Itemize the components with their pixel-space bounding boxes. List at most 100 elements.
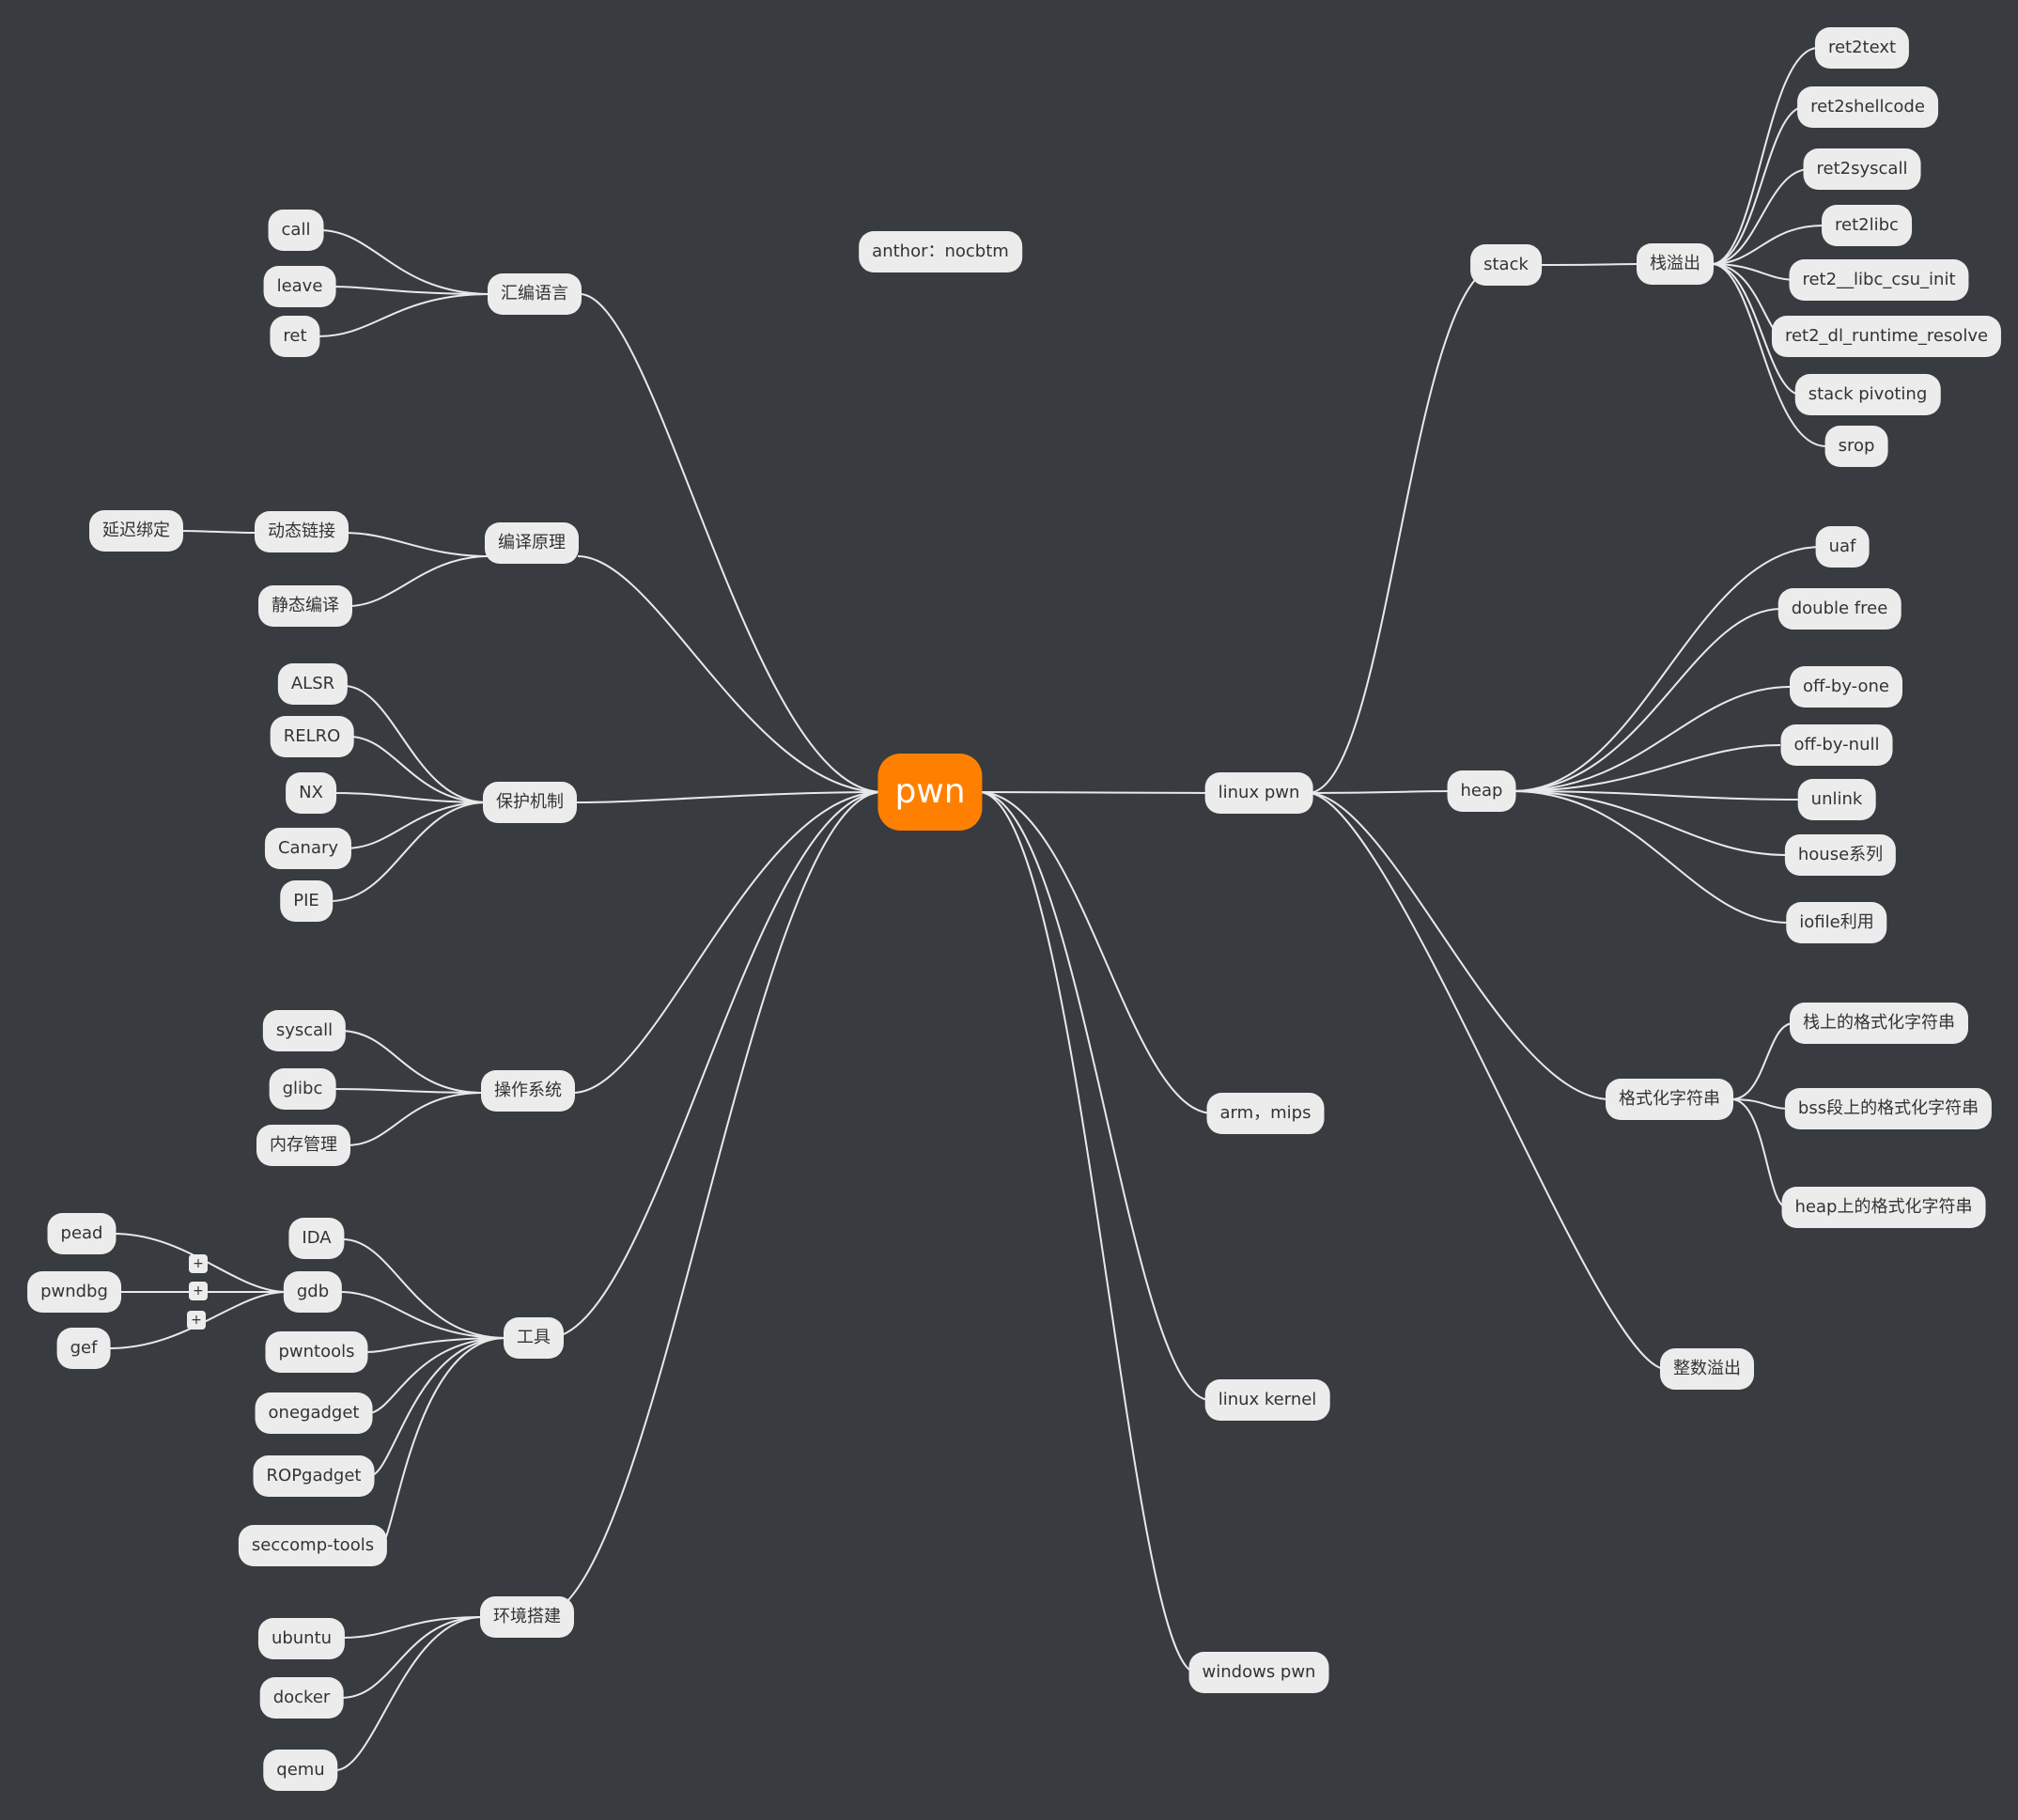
node-protect[interactable]: 保护机制 (483, 782, 577, 823)
link-linuxpwn-intoverflow (1307, 792, 1667, 1370)
node-canary[interactable]: Canary (264, 828, 352, 869)
link-root-protect (574, 791, 883, 803)
node-ret2syscall[interactable]: ret2syscall (1803, 148, 1921, 190)
node-pead[interactable]: pead (47, 1213, 116, 1254)
node-offbynull[interactable]: off-by-null (1780, 724, 1893, 766)
link-env-ubuntu (340, 1616, 483, 1639)
node-lazybind[interactable]: 延迟绑定 (89, 510, 183, 552)
link-asm-ret (318, 293, 492, 337)
node-pwndbg[interactable]: pwndbg (27, 1271, 121, 1313)
link-tools-ropgadget (368, 1337, 506, 1477)
link-tools-gdb (339, 1291, 506, 1339)
link-protect-alsr (343, 685, 488, 803)
root-node[interactable]: pwn (877, 754, 983, 831)
link-linuxpwn-stack (1307, 264, 1501, 794)
link-dynlink-lazybind (179, 530, 260, 534)
link-asm-call (318, 229, 492, 295)
node-asm[interactable]: 汇编语言 (488, 273, 582, 315)
node-syscall[interactable]: syscall (262, 1010, 347, 1051)
link-env-qemu (334, 1616, 483, 1771)
node-offbyone[interactable]: off-by-one (1790, 666, 1902, 708)
node-gef[interactable]: gef (56, 1328, 111, 1369)
node-ret2dl[interactable]: ret2_dl_runtime_resolve (1771, 316, 2002, 357)
link-heap-offbyone (1512, 686, 1791, 792)
node-house[interactable]: house系列 (1784, 834, 1897, 876)
node-qemu[interactable]: qemu (263, 1750, 338, 1791)
link-root-asm (579, 293, 883, 793)
expand-toggle-pead[interactable]: + (189, 1254, 208, 1273)
node-pivot[interactable]: stack pivoting (1794, 374, 1941, 415)
link-env-docker (340, 1616, 483, 1699)
link-root-tools (547, 791, 883, 1339)
link-heap-uaf (1512, 546, 1823, 792)
link-protect-canary (344, 801, 488, 849)
node-os[interactable]: 操作系统 (481, 1070, 575, 1112)
node-pie[interactable]: PIE (280, 880, 333, 922)
node-env[interactable]: 环境搭建 (480, 1596, 574, 1638)
link-so-srop (1711, 263, 1827, 447)
node-windows[interactable]: windows pwn (1188, 1652, 1329, 1693)
node-dynlink[interactable]: 动态链接 (255, 511, 349, 552)
node-ret2shellcode[interactable]: ret2shellcode (1797, 86, 1938, 128)
link-protect-nx (334, 792, 488, 803)
node-fmtheap[interactable]: heap上的格式化字符串 (1781, 1187, 1986, 1228)
node-glibc[interactable]: glibc (269, 1068, 336, 1110)
node-nx[interactable]: NX (286, 772, 336, 814)
link-so-ret2csu (1711, 263, 1797, 281)
link-heap-offbynull (1512, 744, 1781, 792)
node-ida[interactable]: IDA (288, 1218, 345, 1259)
node-fmt[interactable]: 格式化字符串 (1606, 1079, 1733, 1120)
node-ret2text[interactable]: ret2text (1814, 27, 1910, 69)
link-root-windows (978, 791, 1197, 1673)
link-heap-house (1512, 790, 1787, 856)
link-asm-leave (331, 286, 492, 295)
link-os-syscall (339, 1030, 484, 1094)
node-ropgadget[interactable]: ROPgadget (253, 1455, 375, 1497)
node-unlink[interactable]: unlink (1797, 779, 1876, 820)
link-stack-stackoverflow (1537, 263, 1638, 266)
node-stack[interactable]: stack (1470, 244, 1542, 286)
node-iofile[interactable]: iofile利用 (1786, 902, 1887, 943)
node-linuxpwn[interactable]: linux pwn (1204, 772, 1313, 814)
node-call[interactable]: call (268, 210, 324, 251)
link-root-os (572, 791, 883, 1094)
node-arm[interactable]: arm，mips (1206, 1093, 1325, 1134)
node-intoverflow[interactable]: 整数溢出 (1660, 1348, 1754, 1390)
node-staticcompile[interactable]: 静态编译 (258, 585, 352, 627)
link-fmt-bss (1731, 1098, 1792, 1110)
expand-toggle-gef[interactable]: + (187, 1311, 206, 1330)
node-fmtstack[interactable]: 栈上的格式化字符串 (1790, 1003, 1968, 1044)
node-docker[interactable]: docker (259, 1677, 344, 1719)
node-leave[interactable]: leave (263, 266, 336, 307)
node-tools[interactable]: 工具 (504, 1317, 564, 1359)
link-root-env (537, 791, 883, 1618)
link-root-linuxpwn (978, 791, 1211, 794)
node-seccomp[interactable]: seccomp-tools (238, 1525, 388, 1566)
node-ubuntu[interactable]: ubuntu (257, 1618, 346, 1659)
node-alsr[interactable]: ALSR (277, 663, 349, 705)
node-uaf[interactable]: uaf (1815, 526, 1870, 568)
link-so-ret2shellcode (1711, 106, 1805, 265)
node-heap[interactable]: heap (1447, 770, 1516, 812)
link-root-arm (978, 791, 1214, 1114)
node-ret2libc[interactable]: ret2libc (1822, 205, 1912, 246)
node-doublefree[interactable]: double free (1777, 588, 1902, 630)
node-onegadget[interactable]: onegadget (255, 1392, 373, 1434)
link-os-glibc (334, 1088, 484, 1094)
link-os-memmgmt (346, 1092, 484, 1146)
node-fmtbss[interactable]: bss段上的格式化字符串 (1784, 1088, 1993, 1129)
node-ret[interactable]: ret (270, 316, 320, 357)
expand-toggle-pwndbg[interactable]: + (189, 1282, 208, 1300)
node-relro[interactable]: RELRO (270, 716, 354, 757)
link-tools-onegadget (367, 1337, 506, 1414)
node-memmgmt[interactable]: 内存管理 (256, 1125, 350, 1166)
node-stackoverflow[interactable]: 栈溢出 (1637, 243, 1714, 285)
link-root-kernel (978, 791, 1211, 1401)
node-compile[interactable]: 编译原理 (485, 522, 579, 564)
node-ret2csu[interactable]: ret2__libc_csu_init (1789, 259, 1969, 301)
node-pwntools[interactable]: pwntools (265, 1331, 368, 1373)
node-gdb[interactable]: gdb (283, 1271, 343, 1313)
node-srop[interactable]: srop (1824, 426, 1888, 467)
node-kernel[interactable]: linux kernel (1204, 1379, 1330, 1421)
